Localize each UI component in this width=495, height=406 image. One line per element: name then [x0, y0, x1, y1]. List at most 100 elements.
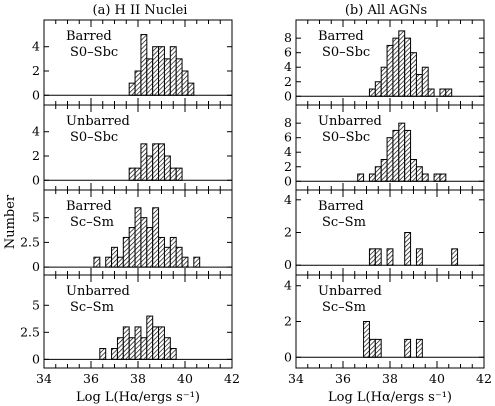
histogram-bar-0-2-3 [116, 256, 124, 268]
histogram-bar-1-3-1 [368, 338, 376, 358]
histogram-bar-0-2-13 [175, 246, 183, 268]
histogram-bar-0-0-10 [187, 82, 195, 96]
histogram-bar-0-1-4 [152, 143, 160, 181]
histogram-bar-0-0-6 [163, 58, 171, 96]
x-tick-label-0-4: 42 [224, 371, 240, 386]
histogram-bar-1-0-0 [368, 88, 376, 97]
histogram-bar-1-2-0 [368, 248, 376, 266]
histogram-bar-1-1-11 [433, 173, 441, 182]
y-tick-label-1-0-1: 2 [284, 74, 292, 89]
histogram-bar-1-3-0 [363, 321, 370, 358]
histogram-bar-1-1-5 [392, 129, 400, 182]
histogram-bar-0-2-14 [181, 256, 189, 268]
y-tick-label-0-2-2: 5 [32, 210, 40, 225]
histogram-bar-0-2-0 [93, 256, 101, 268]
x-axis-label-a: Log L(Hα/ergs s⁻¹) [76, 390, 200, 405]
y-tick-label-1-2-1: 2 [284, 225, 292, 240]
panel-label-1-3-1: Sc–Sm [322, 300, 366, 315]
y-tick-label-1-0-4: 8 [284, 30, 292, 45]
histogram-bar-0-2-15 [193, 256, 201, 268]
histogram-bar-0-3-9 [158, 326, 165, 360]
histogram-bar-0-1-2 [140, 143, 148, 181]
histogram-bar-1-2-2 [386, 248, 394, 266]
histogram-bar-0-1-0 [128, 167, 136, 181]
y-tick-label-1-1-2: 4 [284, 144, 292, 159]
histogram-bar-0-2-4 [122, 236, 130, 268]
panel-label-0-1-1: S0–Sbc [70, 130, 118, 145]
histogram-bar-1-0-9 [421, 66, 429, 97]
histogram-bar-1-2-5 [451, 248, 459, 266]
y-tick-label-0-3-1: 2.5 [20, 324, 40, 339]
histogram-bar-0-1-3 [146, 155, 154, 181]
histogram-bar-0-3-8 [152, 326, 160, 360]
histogram-bar-0-2-11 [163, 246, 171, 268]
histogram-bar-1-3-3 [404, 338, 412, 358]
y-tick-label-1-3-2: 4 [284, 278, 292, 293]
histogram-bar-0-2-12 [169, 236, 177, 268]
histogram-bar-0-0-4 [152, 46, 160, 96]
x-tick-label-1-1: 36 [335, 371, 351, 386]
y-tick-label-1-1-4: 8 [284, 115, 292, 130]
histogram-bar-1-2-3 [404, 232, 412, 266]
y-tick-label-1-0-0: 0 [284, 88, 292, 103]
histogram-bar-0-3-3 [122, 326, 130, 360]
y-tick-label-1-0-2: 4 [284, 59, 292, 74]
y-tick-label-0-2-0: 0 [32, 259, 40, 274]
histogram-bar-0-2-7 [140, 217, 148, 268]
histogram-bar-1-0-1 [374, 81, 382, 97]
panel-label-1-3-0: Unbarred [318, 284, 382, 299]
histogram-bar-0-2-10 [158, 236, 165, 268]
y-tick-label-0-0-1: 2 [32, 63, 40, 78]
histogram-bar-1-0-8 [415, 73, 423, 97]
histogram-bar-0-3-5 [134, 326, 142, 360]
panel-label-0-1-0: Unbarred [66, 114, 130, 129]
x-tick-label-0-0: 34 [36, 371, 52, 386]
panel-label-1-1-1: S0–Sbc [322, 130, 370, 145]
histogram-bar-1-3-2 [374, 338, 382, 358]
histogram-bar-1-0-10 [427, 88, 435, 97]
y-tick-label-1-3-0: 0 [284, 349, 292, 364]
histogram-bar-1-0-7 [410, 52, 417, 97]
histogram-bar-0-2-5 [128, 227, 136, 268]
histogram-bar-1-1-7 [404, 129, 412, 182]
panel-label-0-3-1: Sc–Sm [70, 300, 114, 315]
histogram-bar-1-1-0 [357, 173, 365, 182]
x-tick-label-1-0: 34 [288, 371, 304, 386]
histogram-bar-0-0-3 [146, 58, 154, 96]
histogram-bar-1-0-3 [386, 44, 394, 97]
y-tick-label-1-1-3: 6 [284, 130, 292, 145]
histogram-bar-1-0-5 [398, 30, 406, 97]
histogram-bar-0-0-0 [128, 82, 136, 96]
histogram-bar-1-1-1 [368, 173, 376, 182]
column-b-title: (b) All AGNs [345, 3, 427, 18]
histogram-bar-0-3-1 [111, 348, 118, 360]
histogram-bar-1-2-1 [374, 248, 382, 266]
histogram-bar-0-3-11 [169, 348, 177, 360]
column-a-title: (a) H II Nuclei [93, 3, 188, 18]
histogram-bar-0-1-5 [158, 143, 165, 181]
histogram-bar-1-1-12 [439, 173, 447, 182]
y-axis-label: Number [3, 194, 18, 249]
histogram-bar-0-0-8 [175, 58, 183, 96]
y-tick-label-0-0-2: 4 [32, 39, 40, 54]
y-tick-label-0-0-0: 0 [32, 87, 40, 102]
histogram-bar-1-1-4 [386, 137, 394, 182]
histogram-bar-1-1-3 [380, 158, 388, 182]
histogram-bar-1-1-2 [374, 166, 382, 182]
histogram-bar-1-3-4 [415, 338, 423, 358]
y-tick-label-1-1-1: 2 [284, 159, 292, 174]
y-tick-label-1-2-2: 4 [284, 192, 292, 207]
histogram-bar-0-3-7 [146, 315, 154, 360]
histogram-bar-0-0-7 [169, 46, 177, 96]
panel-label-1-2-0: Barred [318, 199, 364, 214]
y-tick-label-0-1-0: 0 [32, 172, 40, 187]
histogram-bar-1-0-11 [439, 88, 447, 97]
